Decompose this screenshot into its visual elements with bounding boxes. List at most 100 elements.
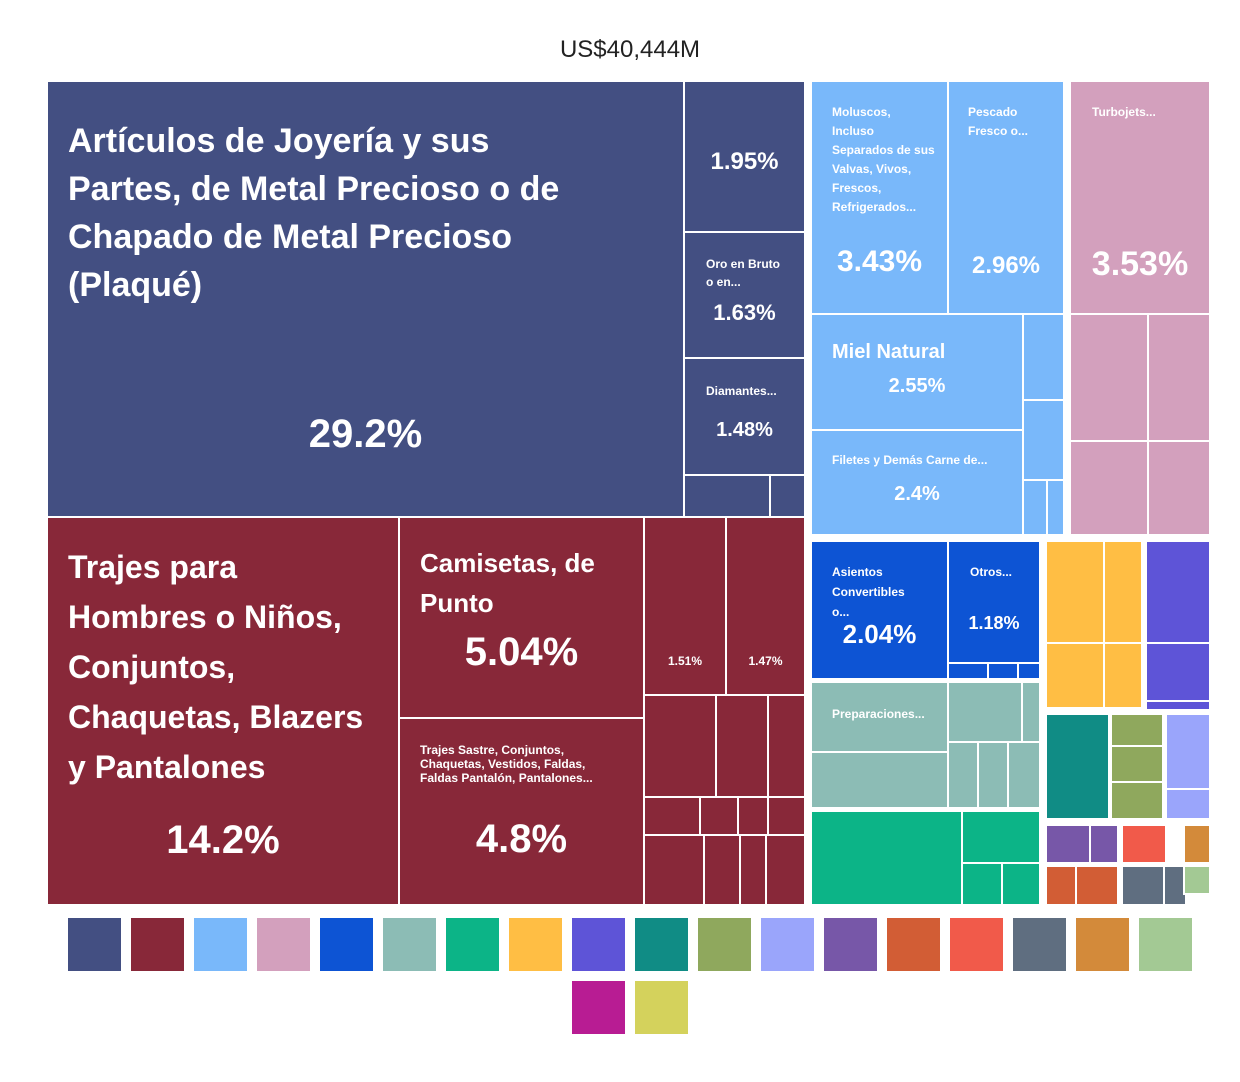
tile-share-label: 4.8%	[476, 817, 567, 861]
treemap-tile-minerals	[1045, 642, 1105, 709]
tile-share-label: 29.2%	[309, 412, 422, 456]
legend-swatch-misc[interactable]	[1013, 918, 1066, 971]
legend-swatch-footwear[interactable]	[824, 918, 877, 971]
legend-swatch-stone[interactable]	[950, 918, 1003, 971]
tile-name-label: Turbojets...	[1092, 105, 1156, 119]
treemap-tile-transport	[987, 662, 1019, 680]
tile-share-label: 5.04%	[465, 630, 578, 674]
legend-swatch-animal[interactable]	[194, 918, 247, 971]
treemap-tile-textiles	[715, 694, 769, 798]
treemap-tile-textiles	[767, 694, 806, 798]
treemap-tile-metals	[1110, 713, 1164, 747]
treemap-tile-machines	[1147, 313, 1211, 442]
treemap-tile-misc	[1163, 865, 1187, 906]
treemap-tile-transport	[1017, 662, 1041, 680]
treemap-tile-paper	[1045, 865, 1077, 906]
legend-swatch-food[interactable]	[383, 918, 436, 971]
treemap-tile-labeled	[1069, 80, 1211, 315]
legend-swatch-metals[interactable]	[698, 918, 751, 971]
treemap-tile-textiles	[737, 796, 769, 836]
treemap-tile-labeled	[683, 357, 806, 476]
treemap-tile-textiles	[767, 796, 806, 836]
tile-name-label: Diamantes...	[706, 384, 777, 398]
treemap-tile-textiles	[699, 796, 739, 836]
legend-swatch-weapons[interactable]	[635, 981, 688, 1034]
legend-swatch-jewelry[interactable]	[68, 918, 121, 971]
tile-name-label: Preparaciones...	[832, 707, 925, 721]
legend-swatch-machines[interactable]	[257, 918, 310, 971]
treemap-tile-chemicals	[1145, 642, 1211, 702]
tile-name-label: Asientos Convertibles o...	[832, 565, 905, 619]
legend-swatch-textiles[interactable]	[131, 918, 184, 971]
treemap-tile-stone	[1121, 824, 1167, 864]
tile-share-label: 1.18%	[968, 613, 1019, 633]
treemap-tile-machines	[1069, 440, 1149, 536]
treemap-tile-vegetables	[1001, 862, 1041, 906]
treemap-tile-jewelry	[769, 474, 806, 518]
treemap-tile-instruments	[1165, 713, 1211, 790]
treemap-tile-vegetables	[810, 810, 963, 906]
treemap-tile-chemicals	[1145, 540, 1211, 644]
tile-share-label: 2.96%	[972, 252, 1040, 279]
treemap-tile-food	[1007, 741, 1041, 809]
tile-share-label: 1.47%	[748, 654, 782, 668]
treemap-tile-vegetables	[961, 810, 1041, 864]
treemap-tile-plastics	[1045, 713, 1110, 820]
treemap-tile-jewelry	[683, 474, 771, 518]
legend-swatch-instruments[interactable]	[761, 918, 814, 971]
treemap-tile-labeled	[683, 80, 806, 233]
treemap-tile-animal	[1022, 479, 1048, 536]
tile-name-label: Camisetas, de Punto	[420, 548, 595, 618]
tile-name-label: Oro en Bruto o en...	[706, 257, 780, 289]
treemap-tile-vegetables	[961, 862, 1003, 906]
treemap-tile-textiles	[643, 694, 717, 798]
tile-share-label: 2.04%	[843, 619, 917, 649]
treemap-tile-textiles	[643, 796, 701, 836]
legend-swatch-chemicals[interactable]	[572, 918, 625, 971]
tile-name-label: Artículos de Joyería y sus Partes, de Met…	[68, 122, 559, 304]
legend-swatch-transport[interactable]	[320, 918, 373, 971]
treemap-tile-labeled	[683, 231, 806, 359]
treemap-tile-textiles	[739, 834, 767, 906]
treemap-tile-labeled	[725, 516, 806, 696]
treemap-tile-labeled	[398, 717, 645, 906]
legend-swatch-minerals[interactable]	[509, 918, 562, 971]
legend-swatch-vegetables[interactable]	[446, 918, 499, 971]
tile-name-label: Pescado Fresco o...	[968, 105, 1028, 138]
tile-name-label: Filetes y Demás Carne de...	[832, 453, 987, 467]
treemap-tile-labeled	[947, 80, 1065, 315]
treemap-tile-minerals	[1045, 540, 1105, 644]
legend-swatch-paper[interactable]	[887, 918, 940, 971]
treemap-tile-footwear	[1045, 824, 1091, 864]
treemap-tile-labeled	[810, 681, 949, 753]
tile-name-label: Moluscos, Incluso Separados de sus Valvas, …	[832, 105, 935, 214]
treemap-tile-labeled	[810, 429, 1024, 536]
legend-swatch-arts[interactable]	[572, 981, 625, 1034]
treemap-tile-animal_hides	[1183, 865, 1211, 895]
treemap-tile-instruments	[1165, 788, 1211, 820]
treemap-tile-minerals	[1103, 642, 1143, 709]
treemap-tile-animal	[1022, 313, 1065, 401]
chart-title: US$40,444M	[559, 36, 701, 63]
tile-share-label: 3.43%	[837, 245, 922, 278]
treemap-tile-labeled	[643, 516, 727, 696]
legend-swatch-plastics[interactable]	[635, 918, 688, 971]
treemap-tile-minerals	[1103, 540, 1143, 644]
treemap-tile-wood	[1183, 824, 1211, 864]
legend-swatch-wood[interactable]	[1076, 918, 1129, 971]
treemap-tile-labeled	[810, 540, 949, 680]
treemap-tile-food	[1021, 681, 1041, 743]
tile-share-label: 14.2%	[166, 818, 279, 862]
treemap-tile-food	[947, 741, 979, 809]
treemap-tile-labeled	[810, 313, 1024, 431]
treemap-tile-chemicals	[1145, 700, 1211, 711]
legend-swatch-animal_hides[interactable]	[1139, 918, 1192, 971]
tile-share-label: 1.63%	[713, 300, 775, 325]
treemap-tile-food	[810, 751, 949, 809]
treemap-tile-animal	[1022, 399, 1065, 481]
tile-name-label: Otros...	[970, 565, 1012, 579]
treemap-tile-metals	[1110, 781, 1164, 820]
tile-name-label: Miel Natural	[832, 341, 945, 363]
tile-share-label: 2.4%	[894, 483, 940, 505]
treemap-tile-textiles	[643, 834, 705, 906]
